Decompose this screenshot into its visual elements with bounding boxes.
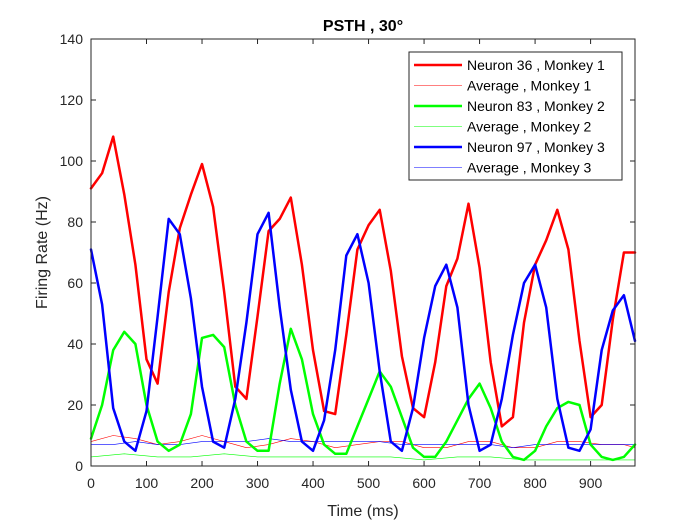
x-axis-title: Time (ms)	[327, 503, 398, 520]
x-tick-label: 700	[468, 475, 492, 491]
legend-label-6: Average , Monkey 3	[467, 160, 591, 176]
y-tick-label: 140	[60, 31, 84, 47]
legend-label-4: Average , Monkey 2	[467, 119, 591, 135]
y-tick-label: 120	[60, 92, 84, 108]
series-line-3	[89, 327, 637, 462]
legend: Neuron 36 , Monkey 1 Average , Monkey 1 Ne…	[408, 51, 623, 181]
legend-box	[408, 51, 623, 181]
legend-label-1: Neuron 36 , Monkey 1	[467, 57, 605, 73]
y-tick-label: 80	[67, 214, 83, 230]
x-tick-label: 500	[357, 475, 381, 491]
ticks-layer: 0 100 200 300 400 500 600 700 800 900 0 20 40 60 80 100…	[60, 31, 635, 491]
y-tick-label: 20	[67, 397, 83, 413]
x-tick-label: 100	[135, 475, 159, 491]
y-tick-label: 0	[75, 458, 83, 474]
legend-label-3: Neuron 83 , Monkey 2	[467, 98, 605, 114]
x-tick-label: 900	[579, 475, 603, 491]
x-tick-label: 0	[87, 475, 95, 491]
x-tick-label: 200	[190, 475, 214, 491]
legend-label-2: Average , Monkey 1	[467, 78, 591, 94]
series-line-6	[90, 438, 636, 449]
y-tick-label: 100	[60, 153, 84, 169]
series-layer	[89, 135, 637, 462]
y-tick-label: 40	[67, 336, 83, 352]
series-line-2	[90, 435, 636, 449]
y-axis-title: Firing Rate (Hz)	[34, 196, 51, 309]
x-tick-label: 600	[412, 475, 436, 491]
x-tick-label: 400	[301, 475, 325, 491]
x-tick-label: 300	[246, 475, 270, 491]
legend-label-5: Neuron 97 , Monkey 3	[467, 139, 605, 155]
x-tick-label: 800	[523, 475, 547, 491]
chart-title: PSTH , 30°	[323, 18, 403, 35]
y-tick-label: 60	[67, 275, 83, 291]
series-line-1	[89, 135, 637, 428]
series-line-5	[89, 211, 637, 453]
series-line-4	[90, 453, 636, 461]
